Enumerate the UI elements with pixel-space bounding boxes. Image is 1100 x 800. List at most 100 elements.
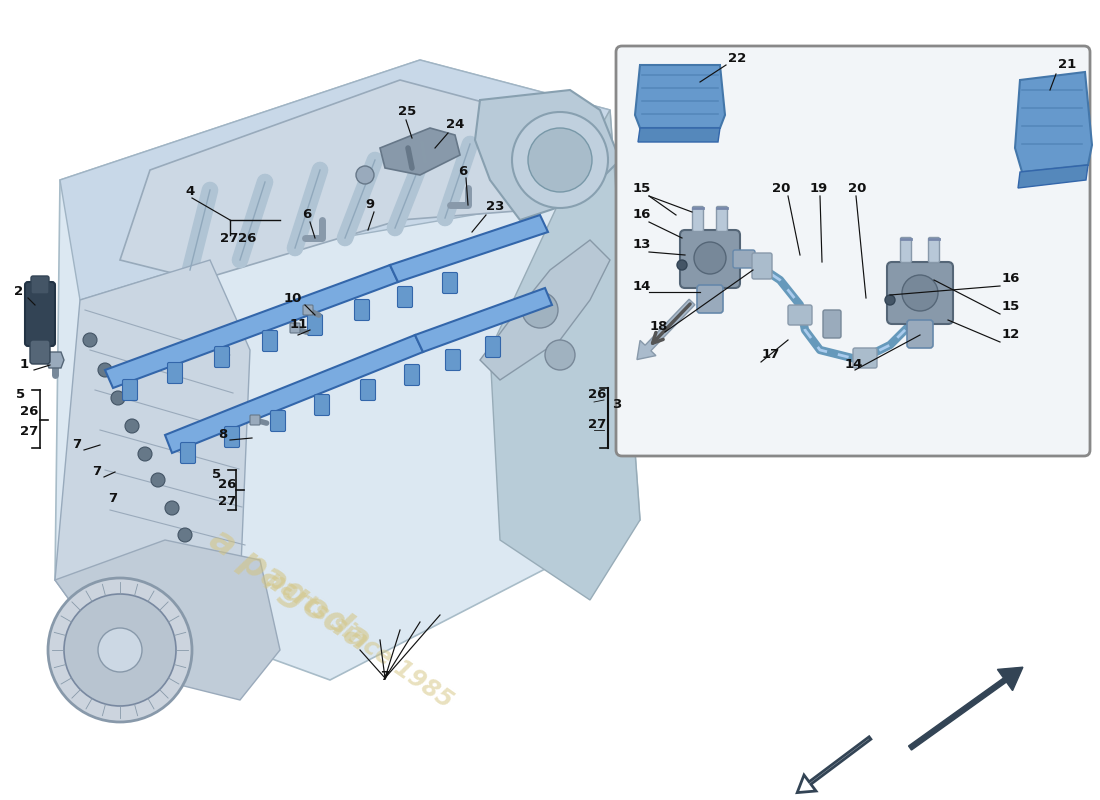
Polygon shape <box>415 288 552 352</box>
Circle shape <box>694 242 726 274</box>
Text: 18: 18 <box>650 320 669 333</box>
FancyBboxPatch shape <box>852 348 877 368</box>
Circle shape <box>48 578 192 722</box>
Circle shape <box>111 391 125 405</box>
FancyBboxPatch shape <box>616 46 1090 456</box>
Text: 26: 26 <box>218 478 236 491</box>
Polygon shape <box>1015 72 1092 172</box>
Text: 16: 16 <box>632 208 651 221</box>
FancyBboxPatch shape <box>908 320 933 348</box>
Polygon shape <box>46 352 64 368</box>
Text: 6: 6 <box>302 208 311 221</box>
FancyBboxPatch shape <box>308 314 322 335</box>
Text: 5: 5 <box>212 468 221 481</box>
Text: 1: 1 <box>20 358 29 371</box>
Circle shape <box>125 419 139 433</box>
Circle shape <box>676 260 688 270</box>
Text: a pagoda: a pagoda <box>204 522 377 658</box>
FancyBboxPatch shape <box>25 282 55 346</box>
FancyBboxPatch shape <box>442 273 458 294</box>
FancyBboxPatch shape <box>901 238 912 262</box>
FancyBboxPatch shape <box>752 253 772 279</box>
Text: 26: 26 <box>238 232 256 245</box>
Polygon shape <box>55 540 280 700</box>
FancyBboxPatch shape <box>30 340 50 364</box>
Circle shape <box>138 447 152 461</box>
Text: 14: 14 <box>632 280 651 293</box>
FancyBboxPatch shape <box>180 442 196 463</box>
Text: 7: 7 <box>92 465 101 478</box>
Text: 3: 3 <box>612 398 621 411</box>
Circle shape <box>82 333 97 347</box>
Polygon shape <box>379 128 460 175</box>
Text: 25: 25 <box>398 105 416 118</box>
Circle shape <box>522 292 558 328</box>
FancyBboxPatch shape <box>224 426 240 447</box>
FancyBboxPatch shape <box>361 379 375 401</box>
Text: 2: 2 <box>14 285 23 298</box>
Text: 27: 27 <box>588 418 606 431</box>
FancyArrow shape <box>909 667 1023 750</box>
Circle shape <box>98 628 142 672</box>
FancyBboxPatch shape <box>302 305 313 315</box>
Polygon shape <box>55 60 640 680</box>
Circle shape <box>528 128 592 192</box>
FancyBboxPatch shape <box>887 262 953 324</box>
Text: 17: 17 <box>762 348 780 361</box>
FancyBboxPatch shape <box>214 346 230 367</box>
FancyBboxPatch shape <box>716 206 727 231</box>
Text: 20: 20 <box>772 182 791 195</box>
Polygon shape <box>638 128 721 142</box>
Text: 13: 13 <box>632 238 651 251</box>
Text: 7: 7 <box>72 438 81 451</box>
Circle shape <box>902 275 938 311</box>
Circle shape <box>165 501 179 515</box>
Text: parts since 1985: parts since 1985 <box>263 566 458 714</box>
Circle shape <box>64 594 176 706</box>
Polygon shape <box>475 90 620 220</box>
Text: 27: 27 <box>20 425 38 438</box>
FancyBboxPatch shape <box>31 276 50 294</box>
FancyBboxPatch shape <box>397 286 412 307</box>
FancyBboxPatch shape <box>928 238 939 262</box>
Text: 22: 22 <box>728 52 746 65</box>
FancyBboxPatch shape <box>167 362 183 383</box>
Polygon shape <box>120 80 550 280</box>
Text: 10: 10 <box>284 292 302 305</box>
Polygon shape <box>480 240 611 380</box>
FancyBboxPatch shape <box>485 337 501 358</box>
Circle shape <box>356 166 374 184</box>
Text: 19: 19 <box>810 182 828 195</box>
Circle shape <box>178 528 192 542</box>
Text: 15: 15 <box>1002 300 1021 313</box>
Circle shape <box>886 295 895 305</box>
Text: 26: 26 <box>588 388 606 401</box>
Text: 21: 21 <box>1058 58 1076 71</box>
Text: 5: 5 <box>16 388 25 401</box>
Circle shape <box>151 473 165 487</box>
Text: 14: 14 <box>845 358 864 371</box>
FancyArrow shape <box>637 299 695 359</box>
Text: 15: 15 <box>632 182 651 195</box>
FancyBboxPatch shape <box>354 299 370 321</box>
FancyBboxPatch shape <box>122 379 138 401</box>
FancyBboxPatch shape <box>446 350 461 370</box>
Text: 26: 26 <box>20 405 38 418</box>
Polygon shape <box>490 110 640 600</box>
Text: 27: 27 <box>220 232 239 245</box>
Polygon shape <box>55 260 250 670</box>
FancyBboxPatch shape <box>263 330 277 351</box>
Text: 11: 11 <box>290 318 308 331</box>
Text: 6: 6 <box>458 165 468 178</box>
Polygon shape <box>165 335 424 453</box>
FancyBboxPatch shape <box>733 250 755 268</box>
FancyBboxPatch shape <box>823 310 842 338</box>
FancyBboxPatch shape <box>697 285 723 313</box>
Circle shape <box>98 363 112 377</box>
FancyBboxPatch shape <box>250 415 260 425</box>
Text: 7: 7 <box>108 492 117 505</box>
FancyBboxPatch shape <box>405 365 419 386</box>
FancyBboxPatch shape <box>693 206 704 231</box>
Text: 27: 27 <box>218 495 236 508</box>
Polygon shape <box>1018 165 1088 188</box>
